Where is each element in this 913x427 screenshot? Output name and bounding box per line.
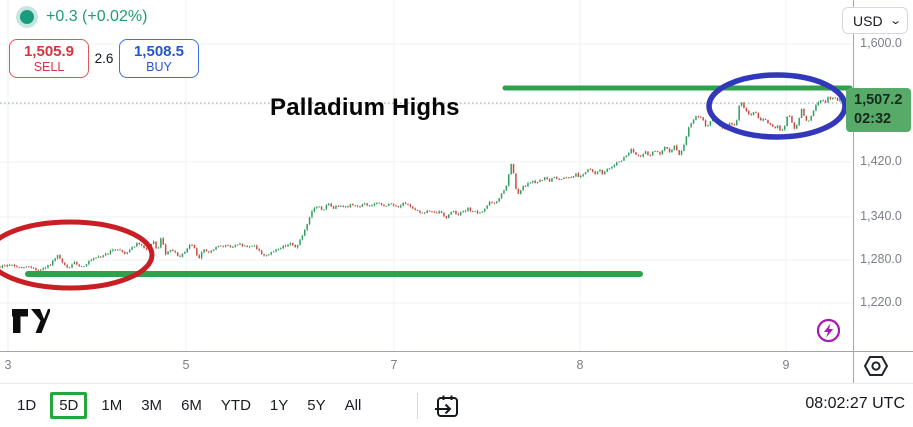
sell-label: SELL: [33, 59, 65, 74]
spread-value: 2.6: [94, 51, 114, 66]
range-button-1d[interactable]: 1D: [17, 397, 37, 414]
lightning-boost-icon[interactable]: [816, 318, 841, 343]
range-button-3m[interactable]: 3M: [141, 397, 163, 414]
time-axis-label: 9: [782, 358, 790, 372]
time-axis-label: 8: [576, 358, 584, 372]
range-button-5y[interactable]: 5Y: [307, 397, 326, 414]
instrument-hexagon-icon[interactable]: [863, 354, 889, 378]
buy-label: BUY: [146, 59, 172, 74]
calendar-arrow-icon: [435, 395, 459, 417]
price-axis-label: 1,280.0: [860, 252, 902, 266]
price-change-text: +0.3 (+0.02%): [46, 8, 148, 25]
chart-annotation-title: Palladium Highs: [270, 94, 460, 121]
price-axis-label: 1,340.0: [860, 209, 902, 223]
time-axis-label: 3: [4, 358, 12, 372]
price-axis-label: 1,600.0: [860, 36, 902, 50]
price-axis-border: [853, 0, 854, 383]
currency-value: USD: [853, 12, 883, 29]
live-status-dot-icon: [20, 10, 34, 24]
range-button-all[interactable]: All: [344, 397, 362, 414]
chevron-down-icon: ⌄: [888, 15, 902, 27]
price-axis-label: 1,220.0: [860, 295, 902, 309]
chart-canvas[interactable]: [0, 0, 913, 352]
price-change-row: +0.3 (+0.02%): [20, 8, 147, 26]
clock-utc[interactable]: 08:02:27 UTC: [805, 395, 905, 412]
buy-button[interactable]: 1,508.5 BUY: [119, 39, 199, 78]
range-toolbar: 1D 5D 1M 3M 6M YTD 1Y 5Y All 08:02:27 UTC: [0, 384, 913, 427]
time-axis-border: [0, 351, 913, 352]
go-to-date-button[interactable]: [434, 393, 460, 419]
currency-dropdown[interactable]: USD ⌄: [842, 7, 908, 34]
last-price-badge: 1,507.2 02:32: [846, 88, 911, 132]
quote-panel: 1,505.9 SELL 2.6 1,508.5 BUY: [9, 39, 199, 78]
price-axis-label: 1,420.0: [860, 154, 902, 168]
range-button-1y[interactable]: 1Y: [269, 397, 289, 414]
toolbar-separator: [417, 392, 419, 419]
buy-price: 1,508.5: [133, 42, 185, 60]
range-buttons: 1D 5D 1M 3M 6M YTD 1Y 5Y All: [12, 392, 375, 419]
range-button-1m[interactable]: 1M: [101, 397, 123, 414]
range-button-ytd[interactable]: YTD: [220, 397, 251, 414]
range-button-5d[interactable]: 5D: [50, 392, 88, 419]
toolbar-divider: [0, 383, 913, 384]
sell-button[interactable]: 1,505.9 SELL: [9, 39, 89, 78]
time-axis-label: 5: [182, 358, 190, 372]
countdown-timer: 02:32: [854, 111, 892, 127]
last-price: 1,507.2: [854, 92, 903, 108]
time-axis-label: 7: [390, 358, 398, 372]
sell-price: 1,505.9: [23, 42, 75, 60]
range-button-6m[interactable]: 6M: [181, 397, 202, 414]
tradingview-logo-icon[interactable]: [12, 309, 50, 335]
